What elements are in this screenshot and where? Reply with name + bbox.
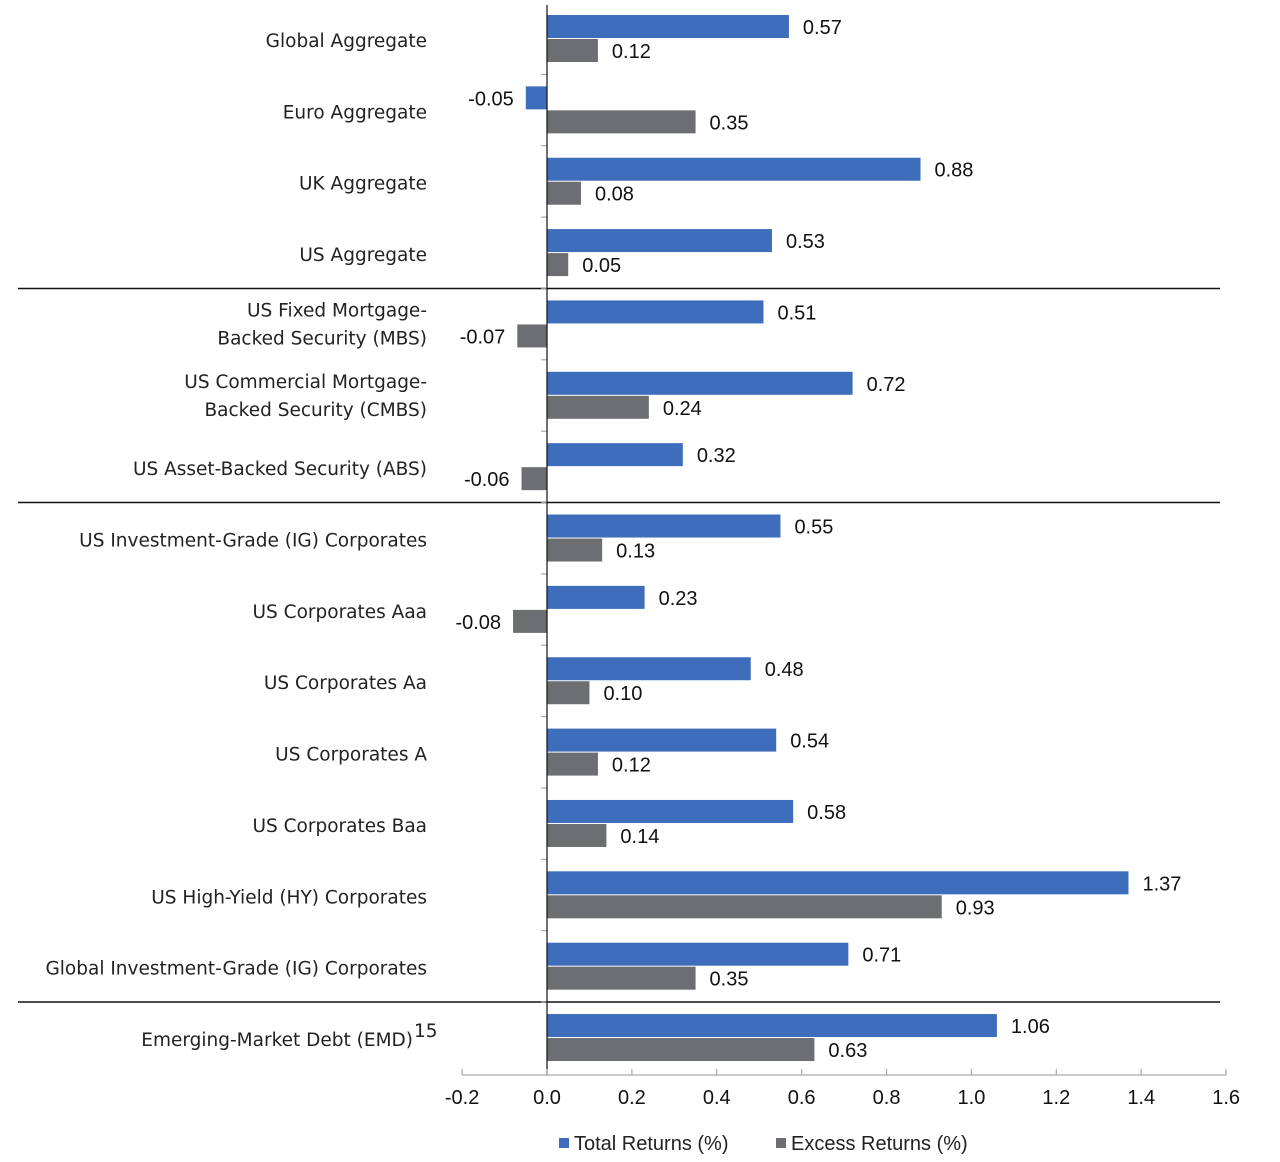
category-label: US Corporates Aaa: [253, 602, 428, 623]
category-label-line: Backed Security (CMBS): [204, 400, 427, 421]
category-label: US Corporates Baa: [252, 816, 427, 837]
category-label: UK Aggregate: [299, 174, 427, 195]
data-label: 0.48: [765, 659, 804, 681]
category-label-line: Backed Security (MBS): [217, 328, 427, 349]
total-returns-bar: [547, 229, 772, 253]
total-returns-bar: [547, 942, 849, 966]
excess-returns-bar: [521, 467, 547, 491]
data-label: 0.55: [794, 517, 833, 539]
data-label: 0.23: [659, 588, 698, 610]
total-returns-bar: [547, 443, 683, 467]
category-label: US Investment-Grade (IG) Corporates: [79, 531, 427, 552]
legend-label: Excess Returns (%): [791, 1133, 968, 1155]
data-label: 0.10: [603, 683, 642, 705]
total-returns-bar: [547, 1014, 997, 1038]
data-label: -0.07: [460, 326, 506, 348]
x-tick-label: 1.0: [958, 1087, 986, 1109]
x-tick-label: 0.8: [873, 1087, 901, 1109]
data-label: 0.13: [616, 541, 655, 563]
total-returns-bar: [547, 657, 751, 681]
data-label: 0.93: [956, 897, 995, 919]
excess-returns-bar: [547, 110, 696, 134]
total-returns-bar: [547, 728, 777, 752]
legend-excess-returns-swatch: [776, 1138, 786, 1148]
x-tick-label: 0.4: [703, 1087, 731, 1109]
excess-returns-bar: [547, 681, 590, 705]
category-label: Global Aggregate: [266, 31, 427, 52]
data-label: 0.08: [595, 184, 634, 206]
legend-label: Total Returns (%): [574, 1133, 729, 1155]
category-label: US Asset-Backed Security (ABS): [133, 459, 427, 480]
data-label: 0.63: [828, 1040, 867, 1062]
category-label: US Commercial Mortgage- Backed Security (…: [184, 372, 427, 421]
data-label: 0.12: [612, 41, 651, 63]
excess-returns-bar: [517, 324, 547, 348]
excess-returns-bar: [547, 39, 598, 62]
legend-total-returns-swatch: [559, 1138, 569, 1148]
data-label: 0.57: [803, 17, 842, 39]
excess-returns-bar: [547, 181, 581, 205]
category-label: Global Investment-Grade (IG) Corporates: [45, 959, 427, 980]
data-label: 0.58: [807, 802, 846, 824]
total-returns-bar: [547, 514, 781, 538]
total-returns-bar: [547, 157, 921, 181]
excess-returns-bar: [547, 395, 649, 419]
excess-returns-bar: [547, 1038, 815, 1062]
x-tick-label: 0.0: [533, 1087, 561, 1109]
data-label: -0.06: [464, 469, 510, 491]
excess-returns-bar: [547, 895, 942, 919]
total-returns-bar: [547, 585, 645, 609]
data-label: -0.05: [468, 88, 514, 110]
excess-returns-bar: [547, 966, 696, 990]
data-label: 1.06: [1011, 1016, 1050, 1038]
category-label: US Corporates Aa: [264, 673, 427, 694]
footnote-marker: 15: [414, 1021, 438, 1042]
data-label: 0.53: [786, 231, 825, 253]
category-label-line: US Commercial Mortgage-: [184, 372, 427, 393]
data-label: 0.05: [582, 255, 621, 277]
data-label: 0.14: [620, 826, 659, 848]
total-returns-bar: [547, 371, 853, 395]
data-label: -0.08: [455, 612, 501, 634]
excess-returns-bar: [547, 538, 603, 562]
data-label: 0.54: [790, 731, 829, 753]
total-returns-bar: [525, 86, 547, 110]
data-label: 0.35: [710, 112, 749, 134]
category-label: US High-Yield (HY) Corporates: [151, 887, 427, 908]
excess-returns-bar: [547, 823, 607, 847]
data-label: 1.37: [1142, 873, 1181, 895]
data-label: 0.51: [777, 302, 816, 324]
x-tick-label: 0.6: [788, 1087, 816, 1109]
total-returns-bar: [547, 871, 1129, 895]
category-label: US Corporates A: [275, 745, 427, 766]
data-label: 0.32: [697, 445, 736, 467]
excess-returns-bar: [547, 253, 569, 277]
x-tick-label: 1.2: [1042, 1087, 1070, 1109]
excess-returns-bar: [513, 609, 547, 633]
data-label: 0.71: [862, 945, 901, 967]
data-label: 0.35: [710, 969, 749, 991]
category-label: US Fixed Mortgage- Backed Security (MBS): [217, 300, 427, 349]
data-label: 0.24: [663, 398, 702, 420]
data-label: 0.12: [612, 755, 651, 777]
category-label: Euro Aggregate: [283, 102, 427, 123]
total-returns-bar: [547, 799, 794, 823]
x-tick-label: 0.2: [618, 1087, 646, 1109]
x-tick-label: 1.4: [1127, 1087, 1155, 1109]
x-tick-label: -0.2: [445, 1087, 479, 1109]
excess-returns-bar: [547, 752, 598, 776]
data-label: 0.72: [867, 374, 906, 396]
category-label: Emerging-Market Debt (EMD): [141, 1030, 413, 1051]
category-label-line: US Fixed Mortgage-: [247, 300, 427, 321]
data-label: 0.88: [935, 160, 974, 182]
total-returns-bar: [547, 300, 764, 324]
total-returns-bar: [547, 15, 789, 38]
x-tick-label: 1.6: [1212, 1087, 1240, 1109]
category-label: US Aggregate: [299, 245, 427, 266]
